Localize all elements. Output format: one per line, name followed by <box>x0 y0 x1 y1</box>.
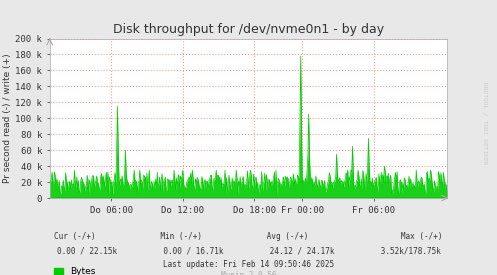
Legend: Bytes: Bytes <box>54 267 96 275</box>
Text: 0.00 / 22.15k          0.00 / 16.71k          24.12 / 24.17k          3.52k/178.: 0.00 / 22.15k 0.00 / 16.71k 24.12 / 24.1… <box>57 246 440 255</box>
Text: RRDTOOL / TOBI OETIKER: RRDTOOL / TOBI OETIKER <box>482 82 487 165</box>
Y-axis label: Pr second read (-) / write (+): Pr second read (-) / write (+) <box>3 53 12 183</box>
Text: Munin 2.0.56: Munin 2.0.56 <box>221 271 276 275</box>
Title: Disk throughput for /dev/nvme0n1 - by day: Disk throughput for /dev/nvme0n1 - by da… <box>113 23 384 36</box>
Text: Cur (-/+)              Min (-/+)              Avg (-/+)                    Max (: Cur (-/+) Min (-/+) Avg (-/+) Max ( <box>54 232 443 241</box>
Text: Last update: Fri Feb 14 09:50:46 2025: Last update: Fri Feb 14 09:50:46 2025 <box>163 260 334 269</box>
